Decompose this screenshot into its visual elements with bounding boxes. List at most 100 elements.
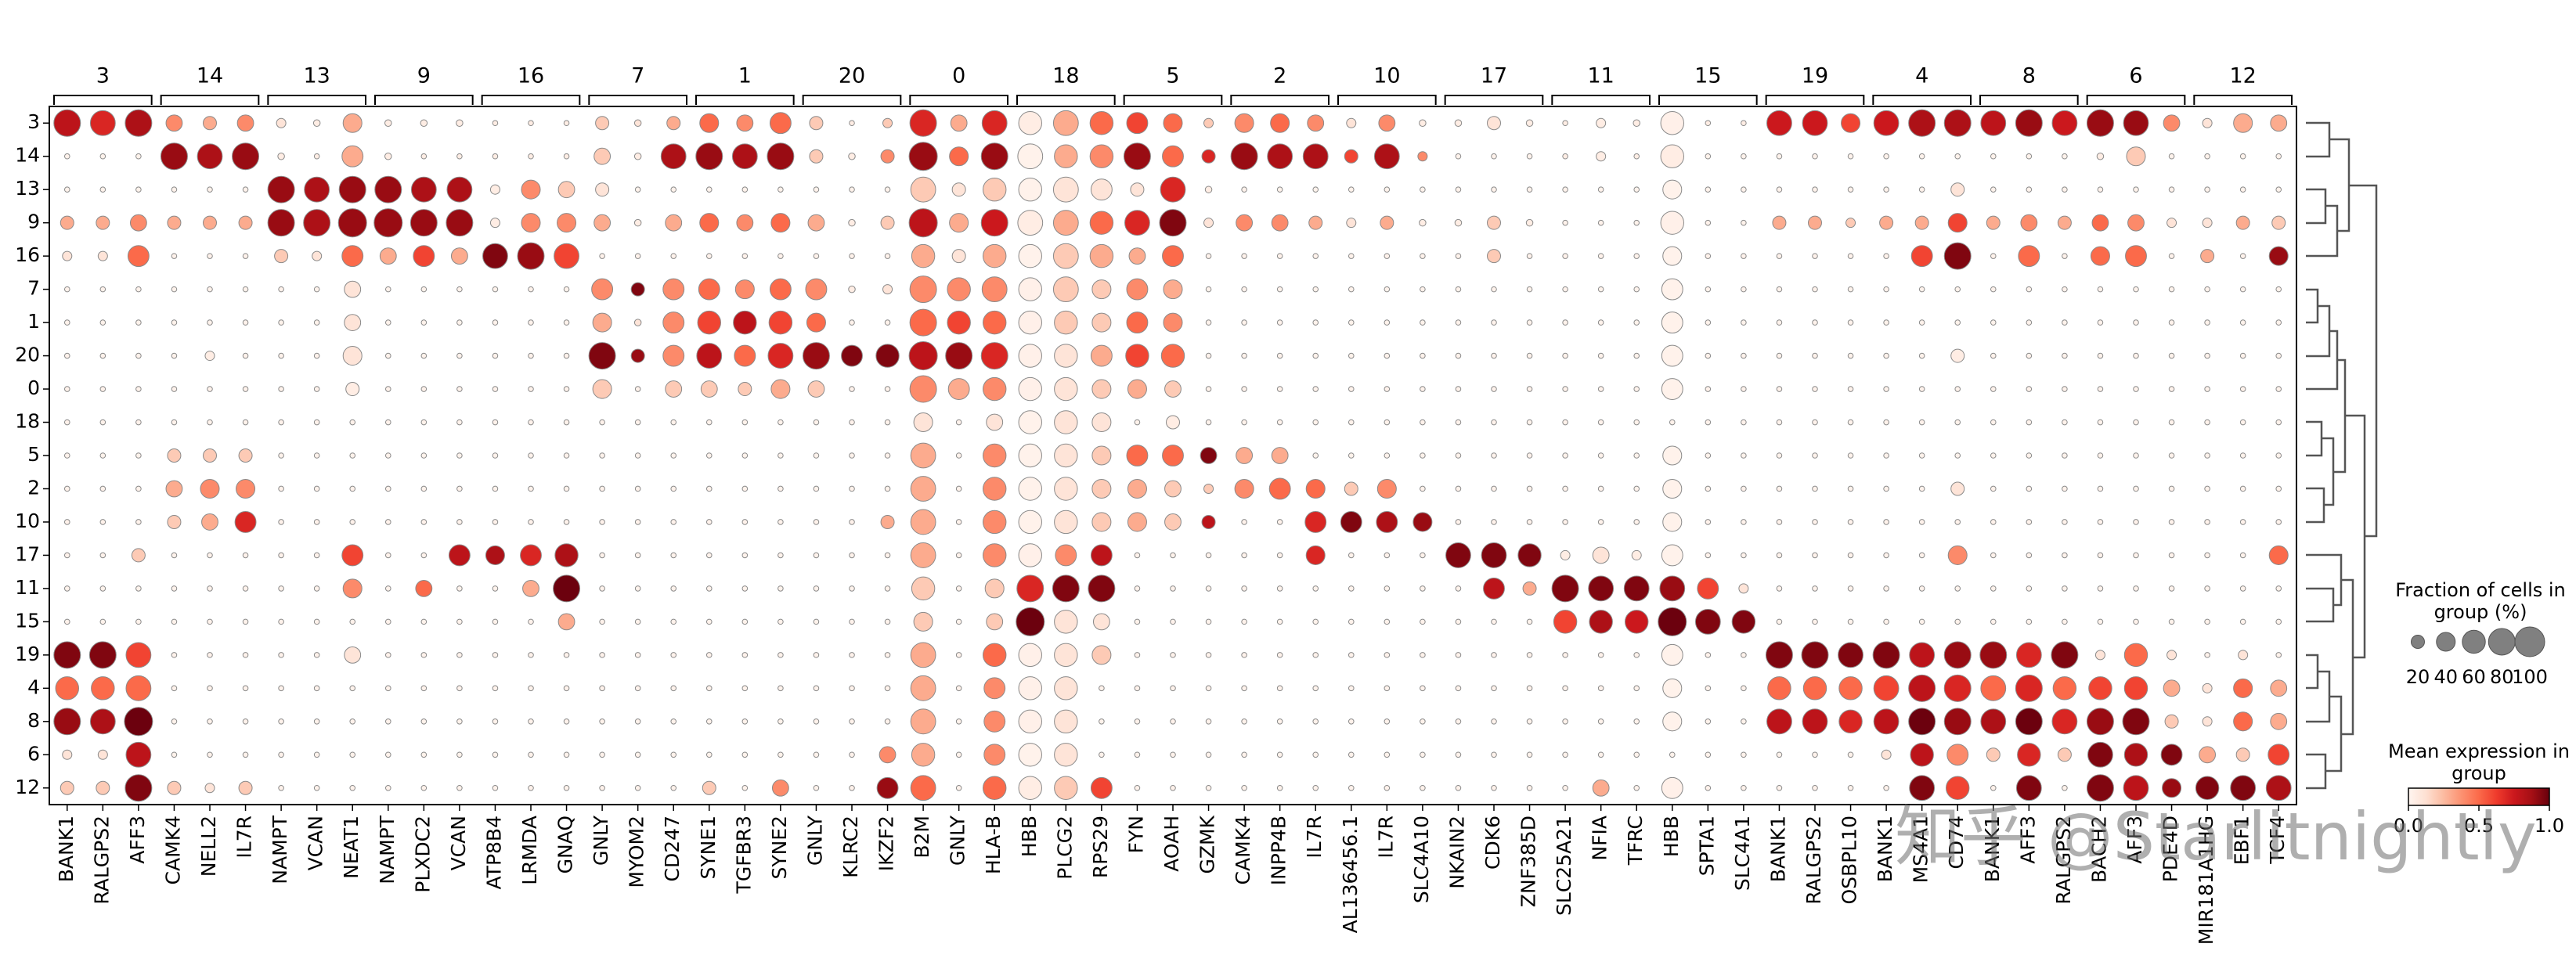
y-tick-label: 7 [27, 277, 40, 300]
dot [1633, 386, 1640, 392]
dot [2018, 245, 2040, 268]
dot [492, 485, 499, 492]
dot [1562, 419, 1568, 426]
dot [1954, 153, 1961, 160]
dot [849, 120, 855, 127]
x-tick-label: IL7R [1303, 816, 1326, 859]
dot [1205, 718, 1212, 725]
x-tick-label: AFF3 [126, 816, 149, 864]
x-tick-label: BANK1 [1766, 816, 1789, 882]
dot [1990, 618, 1997, 625]
dot [1052, 243, 1079, 269]
x-tick-label: HBB [1018, 816, 1041, 857]
dot [1776, 319, 1783, 326]
dot [1491, 652, 1497, 658]
dot [670, 652, 677, 658]
dot [1134, 718, 1141, 725]
dot [1420, 186, 1426, 193]
group-bracket [374, 95, 474, 105]
group-label: 17 [1481, 64, 1507, 88]
dot [734, 344, 756, 367]
dot [1597, 286, 1604, 293]
dot [1772, 215, 1787, 230]
dot [420, 751, 428, 758]
dot [528, 519, 534, 525]
dot [670, 585, 677, 592]
dot [1954, 618, 1961, 625]
dot [2133, 552, 2139, 559]
x-tick-label: CAMK4 [1232, 816, 1254, 884]
dot [420, 552, 428, 559]
dot [53, 109, 81, 137]
dot [1205, 253, 1212, 259]
dot [1491, 519, 1497, 525]
dot [980, 209, 1008, 237]
dot [96, 780, 110, 795]
dot [1091, 412, 1112, 433]
dot [1312, 352, 1319, 359]
dot [313, 286, 320, 293]
dot [203, 215, 217, 230]
dot [1705, 319, 1712, 326]
dot [528, 485, 534, 492]
dot [1099, 718, 1105, 725]
dot [910, 509, 936, 535]
dot [313, 519, 320, 525]
dot [908, 341, 938, 371]
dot [849, 485, 855, 492]
dot [1420, 286, 1426, 293]
dot [984, 578, 1005, 599]
dot [1487, 249, 1501, 264]
dot [554, 243, 579, 269]
dot [1914, 215, 1929, 230]
dot [1918, 319, 1925, 326]
dot [1380, 215, 1394, 230]
dot [1812, 386, 1818, 392]
dot [2126, 146, 2146, 167]
dot [1990, 419, 1997, 426]
dot [446, 176, 473, 203]
dot [670, 519, 677, 525]
dot [1491, 286, 1497, 293]
dot [1633, 253, 1640, 259]
dot [2168, 485, 2175, 492]
dot [563, 784, 570, 791]
dot [813, 253, 820, 259]
dot [2026, 585, 2033, 592]
dot [1950, 182, 1965, 197]
group-bracket [2086, 95, 2186, 105]
x-tick-label: CDK6 [1481, 816, 1504, 870]
dot [1455, 286, 1462, 293]
dot [849, 618, 855, 625]
dot [1562, 386, 1568, 392]
dot [1705, 286, 1712, 293]
dot [1123, 142, 1151, 171]
dot [456, 485, 463, 492]
dot [135, 386, 142, 392]
group-bracket [588, 95, 687, 105]
dot [876, 776, 899, 799]
dot [554, 543, 579, 567]
dot [1812, 618, 1818, 625]
dot [2204, 286, 2210, 293]
dot [62, 749, 73, 760]
x-tick-label: IL7R [233, 816, 256, 859]
dot [588, 342, 616, 370]
x-tick-label: BACH2 [2087, 816, 2110, 883]
dot [313, 419, 320, 426]
dot [2097, 618, 2104, 625]
dot [849, 419, 855, 426]
dot [528, 153, 534, 160]
dot [125, 642, 152, 668]
dot [849, 652, 855, 658]
dot [1052, 574, 1080, 603]
dot [1526, 685, 1533, 692]
dot [983, 643, 1007, 668]
dot [666, 116, 681, 131]
dot [741, 452, 749, 459]
dot [1705, 352, 1712, 359]
dot [983, 443, 1007, 468]
dot [1731, 610, 1756, 634]
dot [278, 585, 284, 592]
